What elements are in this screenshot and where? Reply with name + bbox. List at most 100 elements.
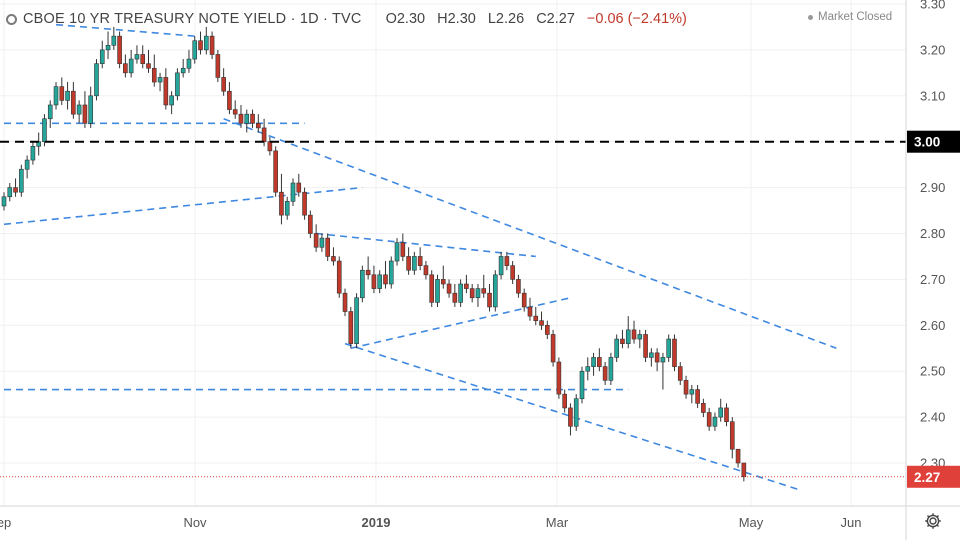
candle-body (284, 201, 290, 216)
candle-body (47, 104, 53, 120)
candle-body (417, 256, 423, 266)
candle (521, 288, 527, 312)
candle (458, 279, 463, 307)
candle (273, 146, 278, 197)
candle-body (591, 357, 596, 367)
candle (423, 261, 429, 280)
candle-body (204, 35, 209, 51)
candle (279, 173, 284, 225)
candle (169, 91, 174, 115)
candle-body (388, 260, 394, 285)
candle-body (735, 448, 741, 464)
candle (71, 82, 76, 119)
candle (76, 100, 82, 124)
candle (388, 256, 394, 289)
candle (134, 45, 140, 64)
candle-body (146, 63, 151, 69)
candle (666, 334, 672, 363)
candle-body (683, 380, 689, 395)
candle (53, 82, 59, 110)
candle-body (336, 260, 342, 294)
candle (331, 247, 336, 266)
symbol-title[interactable]: CBOE 10 YR TREASURY NOTE YIELD · 1D · TV… (23, 11, 362, 27)
candle (735, 448, 741, 468)
candle-body (296, 182, 302, 193)
candle-body (377, 274, 383, 289)
candle (637, 329, 643, 349)
candle (256, 114, 261, 133)
candle (579, 366, 585, 404)
candle (42, 114, 47, 147)
candle (163, 68, 169, 110)
candle (65, 82, 70, 110)
candle (383, 261, 388, 289)
candle (348, 306, 354, 349)
candle-body (654, 352, 660, 363)
trendline (316, 232, 536, 258)
circle-icon[interactable] (6, 13, 17, 25)
candle (701, 398, 706, 418)
candle (308, 210, 313, 239)
candle-body (59, 86, 65, 101)
low-value: L2.26 (487, 11, 525, 27)
candle-body (631, 329, 637, 340)
candle-body (712, 416, 718, 427)
candle (82, 91, 88, 128)
candle (562, 389, 567, 413)
candle-body (99, 49, 105, 64)
candle-body (354, 297, 359, 344)
candle-body (573, 398, 579, 427)
candle-body (24, 159, 30, 170)
candle-body (88, 95, 93, 124)
candle-body (510, 265, 515, 280)
candle-body (175, 72, 180, 97)
candle-body (706, 412, 712, 427)
candle (180, 59, 186, 78)
candle (140, 45, 146, 69)
candle (117, 31, 122, 69)
candles (1, 26, 747, 482)
candle-body (412, 256, 417, 271)
candle-body (695, 389, 700, 404)
candle-body (429, 274, 435, 303)
candle-body (423, 265, 429, 276)
candle (59, 77, 65, 105)
candle (302, 187, 307, 220)
candle-body (527, 306, 533, 317)
candle-body (1, 196, 7, 207)
candle-body (82, 104, 88, 124)
candle-body (227, 90, 232, 110)
candle (342, 288, 348, 317)
levels (0, 140, 906, 478)
candle-body (440, 279, 446, 285)
candle-body (128, 58, 134, 74)
trendlines (3, 23, 837, 492)
trendline (223, 118, 837, 349)
candle-body (741, 462, 747, 478)
candle-body (111, 35, 117, 46)
candle-body (452, 292, 458, 303)
candle-body (302, 191, 307, 216)
market-status: Market Closed (808, 11, 892, 23)
candle (99, 40, 105, 69)
candle (221, 68, 226, 96)
candle (417, 247, 423, 271)
candle-body (117, 35, 122, 64)
gear-icon[interactable] (922, 510, 944, 532)
candle-body (261, 127, 267, 142)
status-dot-icon (808, 14, 813, 20)
grid (0, 0, 906, 506)
candle-body (625, 329, 631, 344)
candle (481, 274, 487, 298)
candle-body (76, 104, 82, 115)
candle (672, 334, 677, 372)
candle (47, 100, 53, 128)
candle (325, 233, 330, 262)
candle (643, 329, 648, 363)
candle-body (620, 338, 625, 344)
candle-body (435, 279, 440, 303)
candle-body (539, 320, 544, 326)
candle (175, 68, 180, 101)
candle (614, 334, 619, 363)
candle (238, 104, 244, 128)
